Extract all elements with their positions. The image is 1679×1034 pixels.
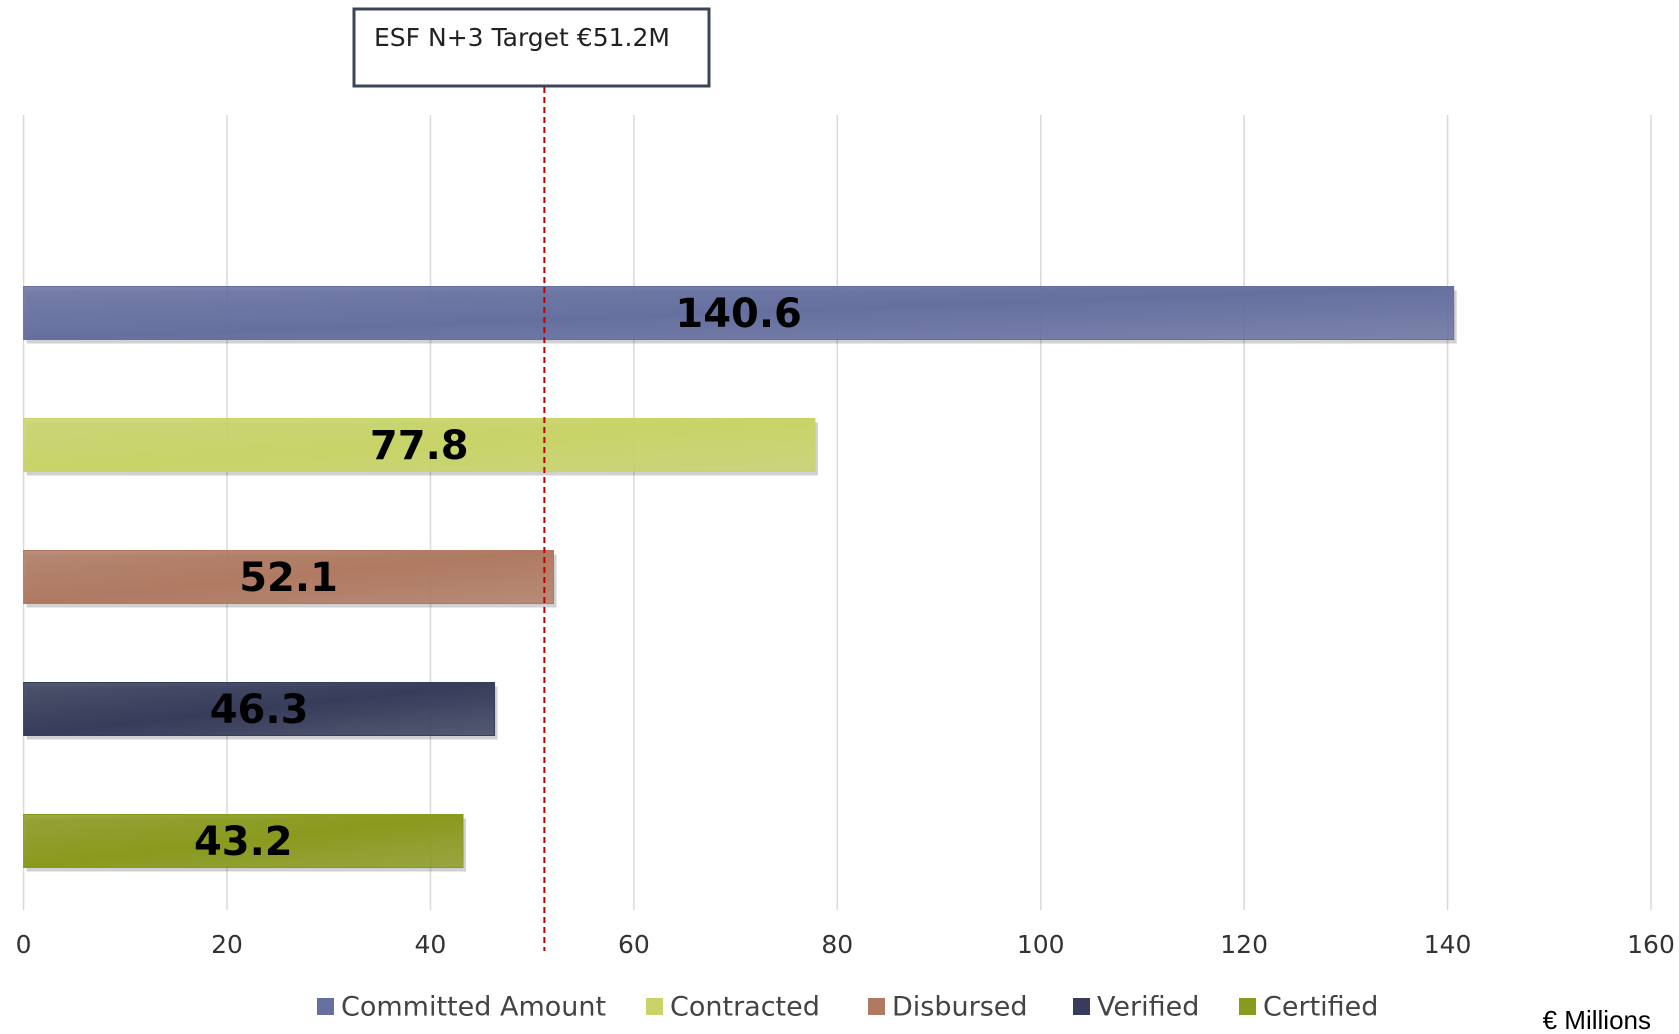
legend-label: Certified — [1263, 992, 1378, 1023]
legend-swatch — [317, 998, 334, 1015]
x-tick-label: 20 — [211, 930, 243, 959]
annotation-box — [352, 7, 711, 88]
x-tick-label: 60 — [618, 930, 650, 959]
data-label: 46.3 — [210, 687, 309, 733]
x-tick-label: 0 — [16, 930, 32, 959]
bar — [23, 550, 555, 604]
legend-swatch — [1239, 998, 1256, 1015]
x-axis-label: € Millions — [1543, 1005, 1651, 1034]
x-tick-label: 40 — [415, 930, 447, 959]
legend-label: Committed Amount — [341, 992, 606, 1023]
data-label: 140.6 — [675, 291, 802, 337]
x-tick-label: 120 — [1220, 930, 1268, 959]
legend-swatch — [1073, 998, 1090, 1015]
data-label: 43.2 — [194, 819, 293, 865]
legend-swatch — [646, 998, 663, 1015]
legend-swatch — [868, 998, 885, 1015]
bar — [23, 682, 496, 736]
bar — [23, 418, 816, 472]
annotation-text: ESF N+3 Target €51.2M — [374, 23, 670, 52]
x-tick-label: 100 — [1017, 930, 1065, 959]
data-label: 52.1 — [239, 555, 338, 601]
legend-label: Verified — [1097, 992, 1199, 1023]
x-tick-label: 160 — [1627, 930, 1675, 959]
data-label: 77.8 — [370, 423, 469, 469]
bar — [23, 286, 1455, 340]
x-tick-label: 80 — [821, 930, 853, 959]
bar — [23, 814, 464, 868]
x-tick-label: 140 — [1424, 930, 1472, 959]
legend-label: Disbursed — [892, 992, 1028, 1023]
legend-label: Contracted — [670, 992, 820, 1023]
